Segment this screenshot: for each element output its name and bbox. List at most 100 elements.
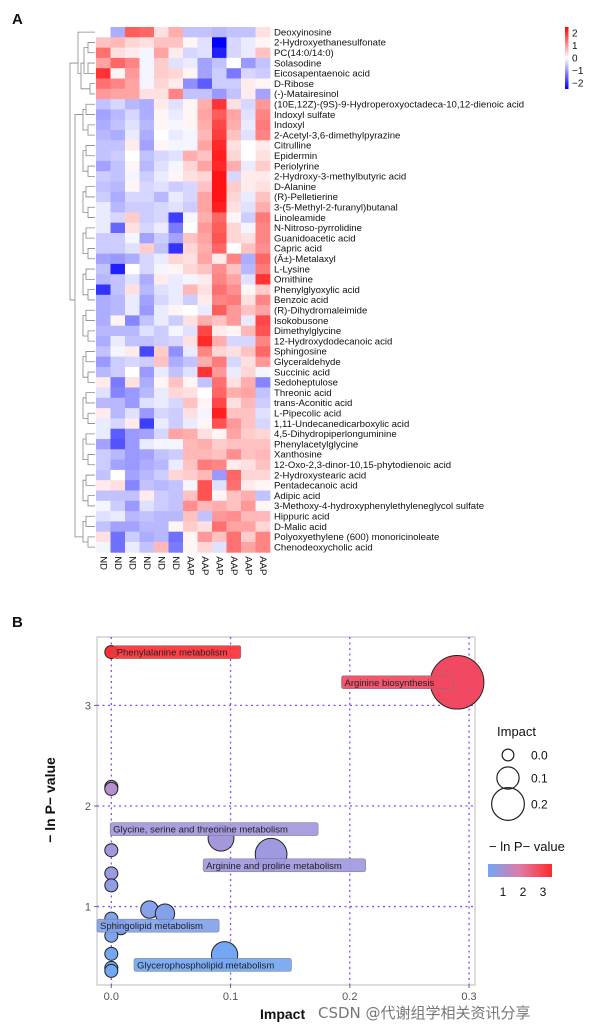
heatmap-row-label: Epidermin: [274, 151, 317, 162]
dendrogram-branch: [87, 454, 95, 466]
heatmap-cell: [154, 480, 169, 491]
heatmap-cell: [226, 191, 242, 203]
dendrogram-branch: [87, 371, 95, 383]
heatmap-cell: [226, 109, 242, 121]
heatmap-cell: [241, 428, 256, 440]
heatmap-cell: [139, 160, 155, 172]
heatmap-cell: [96, 88, 111, 100]
heatmap-cell: [125, 305, 140, 316]
heatmap-cell: [139, 47, 155, 59]
heatmap-cell: [255, 202, 271, 213]
heatmap-cell: [197, 315, 213, 327]
colorbar-tick-label: 0: [572, 54, 578, 65]
heatmap-cell: [154, 109, 169, 121]
heatmap-cell: [139, 305, 155, 316]
heatmap-cell: [96, 140, 111, 151]
size-legend-items: 0.0 0.1 0.2: [491, 748, 548, 821]
heatmap-cell: [110, 150, 126, 162]
heatmap-cell: [154, 500, 169, 512]
heatmap-cell: [139, 57, 155, 69]
heatmap-cell: [139, 27, 155, 38]
heatmap-cell: [197, 222, 213, 234]
dendrogram-branch: [85, 392, 95, 404]
bubble-label: Sphingolipid metabolism: [100, 921, 203, 932]
heatmap-row-label: 3-(5-Methyl-2-furanyl)butanal: [274, 203, 398, 214]
heatmap-cell: [241, 346, 256, 357]
heatmap-cell: [96, 294, 111, 306]
heatmap-cell: [139, 99, 155, 110]
heatmap-cell: [168, 140, 184, 151]
heatmap-cell: [110, 542, 126, 553]
heatmap-cell: [226, 99, 242, 110]
heatmap-cell: [110, 325, 126, 337]
heatmap-cell: [197, 387, 213, 399]
size-legend-circle: [501, 748, 515, 762]
heatmap-cell: [154, 191, 169, 203]
heatmap-cell: [154, 37, 169, 48]
heatmap-cell: [183, 202, 198, 213]
heatmap-cell: [241, 99, 256, 110]
heatmap-cell: [154, 78, 169, 90]
heatmap-cell: [197, 397, 213, 409]
heatmap-cell: [197, 346, 213, 357]
dendrogram-branch: [85, 103, 95, 115]
size-legend-label: 0.1: [531, 772, 548, 786]
watermark: CSDN @代谢组学相关资讯分享: [318, 1004, 531, 1022]
heatmap-cell: [255, 99, 271, 110]
heatmap-cell: [168, 366, 184, 378]
heatmap-cell: [154, 222, 169, 234]
heatmap-cell: [96, 222, 111, 234]
heatmap-cell: [183, 233, 198, 244]
heatmap-cell: [168, 542, 184, 553]
heatmap-cell: [125, 542, 140, 553]
heatmap-cell: [139, 366, 155, 378]
heatmap-cell: [212, 397, 227, 409]
heatmap-cell: [154, 397, 169, 409]
heatmap-row-label: Sphingosine: [274, 347, 327, 358]
heatmap-cell: [255, 274, 271, 285]
heatmap-cell: [168, 469, 184, 481]
heatmap-cell: [212, 140, 227, 151]
heatmap-cell: [168, 387, 184, 399]
heatmap-cell: [168, 418, 184, 430]
dendrogram-branch: [85, 145, 95, 157]
heatmap-cell: [183, 160, 198, 172]
heatmap-cell: [183, 408, 198, 419]
heatmap-cell: [154, 233, 169, 244]
heatmap-cell: [226, 212, 242, 224]
heatmap-cell: [212, 27, 227, 38]
dendrogram-branch: [87, 536, 95, 548]
dendrogram-branch: [89, 83, 95, 95]
heatmap-cell: [197, 78, 213, 90]
heatmap-cell: [197, 253, 213, 265]
heatmap-cell: [197, 428, 213, 440]
heatmap-cell: [183, 418, 198, 430]
heatmap-cell: [139, 109, 155, 121]
dendrogram-branch: [82, 521, 88, 543]
heatmap-cell: [96, 459, 111, 471]
heatmap-cell: [154, 212, 169, 224]
heatmap-cell: [110, 191, 126, 203]
y-tick-label: 2: [85, 801, 91, 813]
heatmap-cell: [183, 222, 198, 234]
heatmap-cell: [139, 274, 155, 285]
heatmap-cell: [255, 253, 271, 265]
plot-area: [96, 636, 476, 986]
heatmap-cell: [110, 212, 126, 224]
heatmap-cell: [226, 387, 242, 399]
bubble-label-box: [341, 675, 454, 690]
heatmap-cell: [255, 222, 271, 234]
heatmap-cell: [255, 542, 271, 553]
x-axis-title: Impact: [260, 1006, 305, 1022]
heatmap-row-label: 12-Hydroxydodecanoic acid: [274, 336, 392, 347]
heatmap-cell: [154, 305, 169, 316]
heatmap-column-labels: ND ND ND ND ND ND AAP AAP AAP AAP AAP AAP: [97, 556, 268, 575]
heatmap-cell: [96, 408, 111, 419]
dendrogram-branch: [82, 479, 88, 502]
heatmap-cell: [241, 531, 256, 543]
heatmap-cell: [241, 57, 256, 69]
heatmap-cell: [168, 233, 184, 244]
heatmap-cell: [197, 119, 213, 131]
heatmap-cell: [110, 356, 126, 368]
